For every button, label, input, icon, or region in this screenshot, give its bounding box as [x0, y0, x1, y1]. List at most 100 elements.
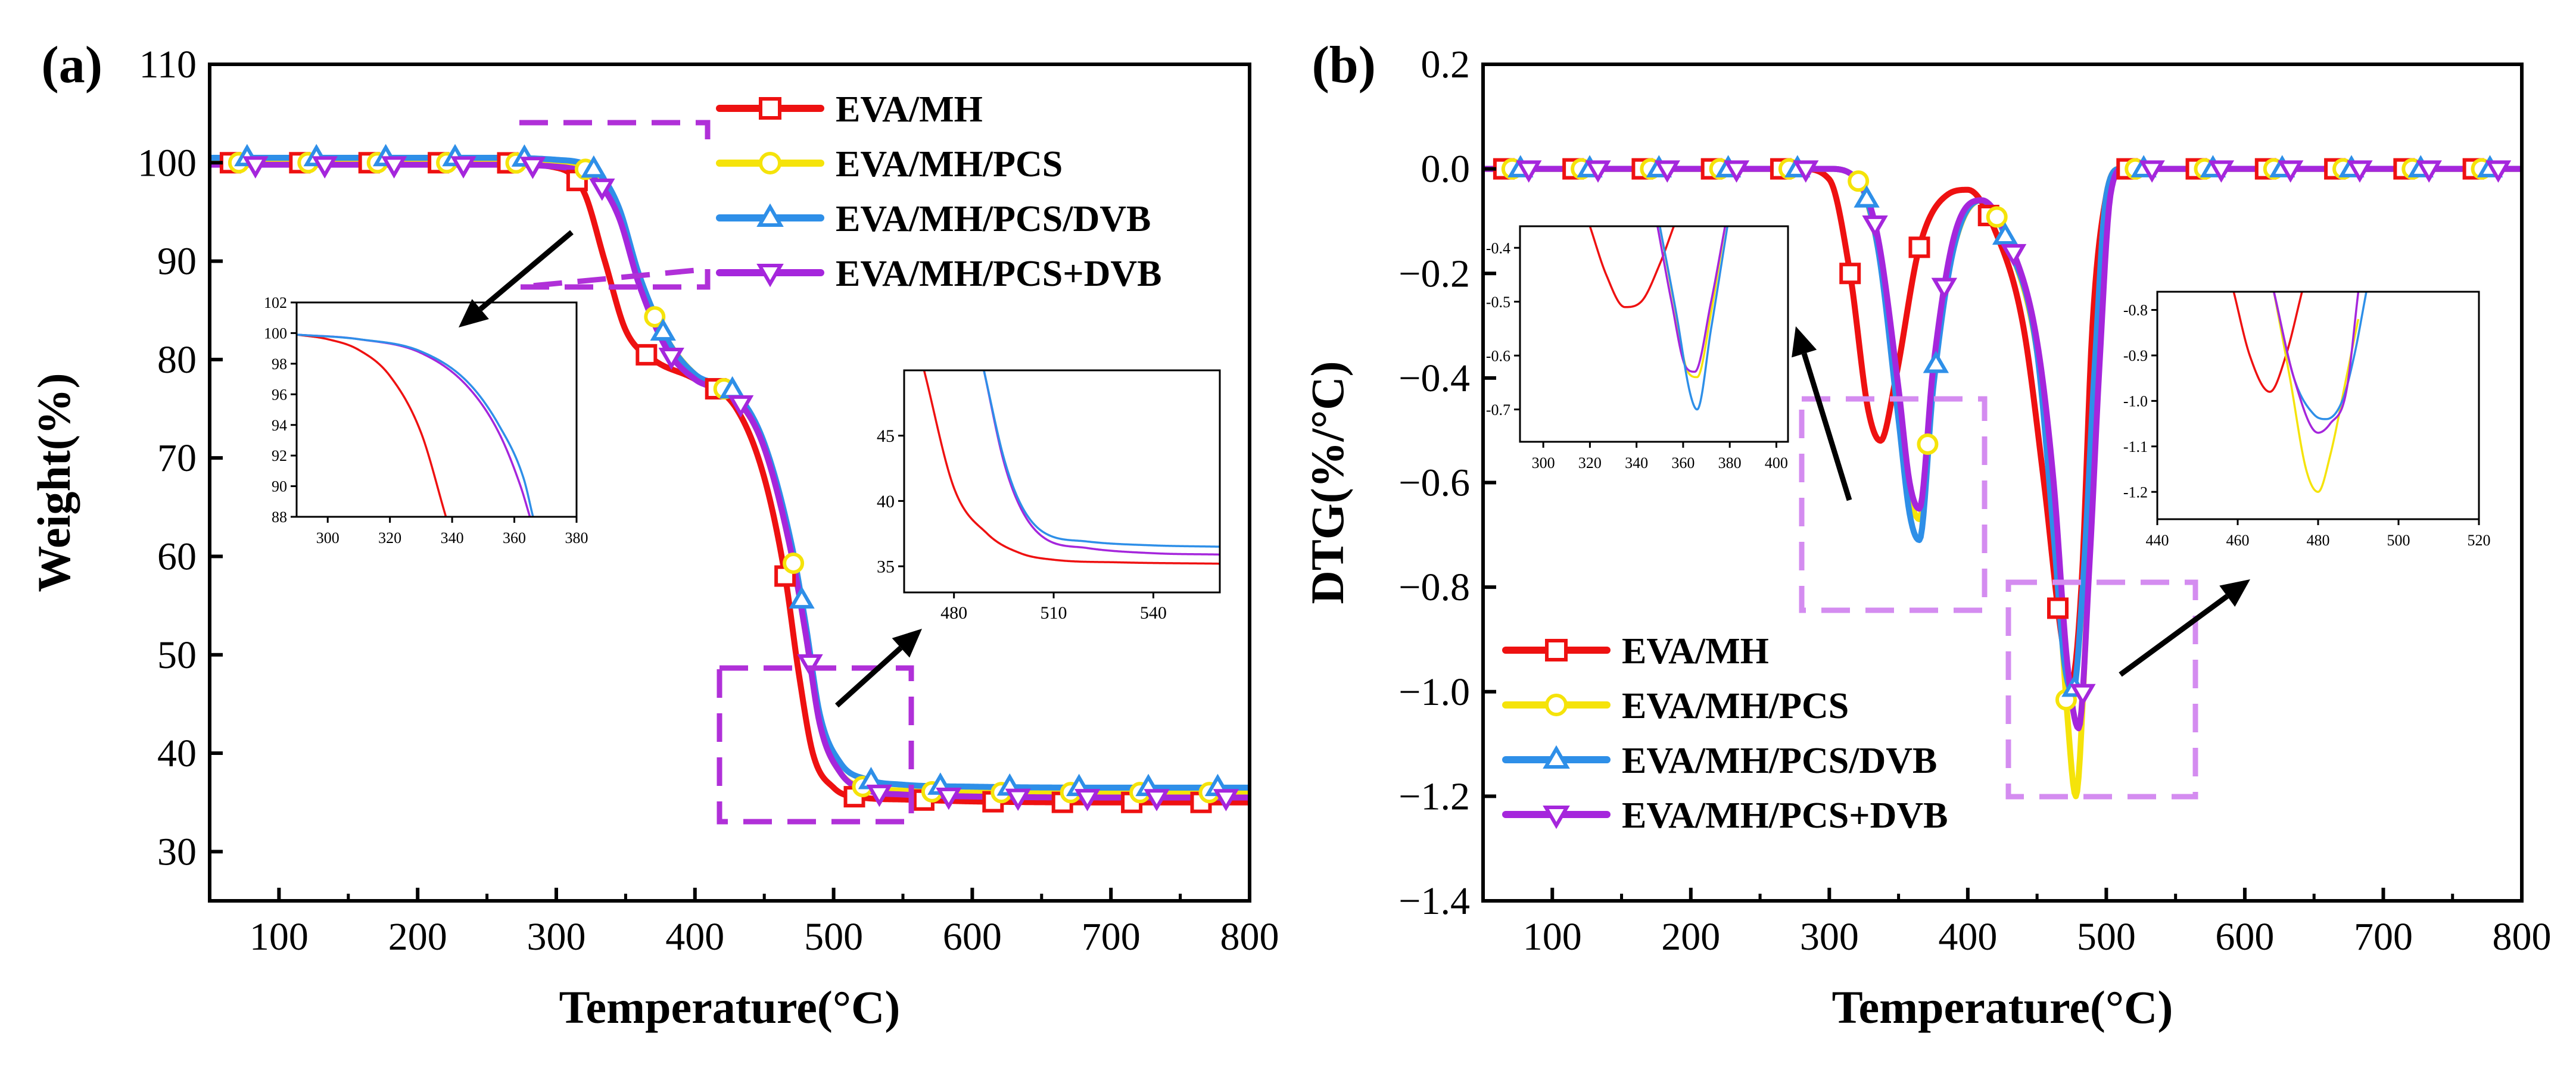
legend-marker-eva-mh-pcs-dvb	[1543, 745, 1570, 769]
arrow-to-inset-1	[459, 230, 574, 327]
inset-line-eva-mh	[1588, 226, 1675, 308]
inset-line-eva-mh-pcs-dvb	[983, 370, 1220, 556]
inset-x-tick-label: 460	[2226, 532, 2250, 549]
inset-line-eva-mh	[2232, 292, 2303, 393]
inset-frame	[295, 301, 578, 518]
y-tick-label: 0.0	[1421, 148, 1471, 191]
data-point	[589, 178, 615, 201]
data-point	[783, 552, 805, 574]
x-axis: 100 200 300 400 500 600 700 800	[250, 888, 1279, 959]
legend: EVA/MH EVA/MH/PCS EVA/MH/PCS/DVB EVA/MH/PCS…	[716, 89, 1161, 294]
y-tick-label: 90	[157, 240, 197, 283]
data-point	[1923, 350, 1949, 373]
inset-frame	[903, 369, 1221, 594]
data-point	[789, 586, 815, 609]
y-tick-label: 0.2	[1421, 43, 1471, 86]
data-point	[1839, 263, 1861, 285]
legend-label-eva-mh: EVA/MH	[836, 89, 983, 130]
legend-label-eva-mh: EVA/MH	[1622, 631, 1769, 672]
y-axis-label: DTG(%/°C)	[1301, 361, 1353, 604]
data-point	[1908, 236, 1930, 258]
legend-label-eva-mh-pcs: EVA/MH/PCS	[1622, 686, 1849, 726]
zoom-box-2	[717, 665, 914, 825]
inset-y-tick-label: -1.0	[2123, 392, 2148, 410]
data-point	[1723, 160, 1750, 183]
y-tick-label: 30	[157, 830, 197, 873]
inset-b-inset-1: 300 320 340 360 380 400 -0.7 -0.6 -0.5 -0.4	[1486, 225, 1789, 472]
inset-background	[1520, 226, 1788, 442]
legend-marker-eva-mh-pcs	[1545, 694, 1568, 716]
y-tick-label: −0.6	[1398, 461, 1470, 505]
x-axis-label: Temperature(°C)	[1832, 981, 2173, 1033]
data-point	[644, 306, 666, 328]
inset-y-tick-label: -0.8	[2123, 302, 2148, 319]
inset-y-tick-label: 102	[264, 294, 287, 311]
y-tick-label: −1.4	[1398, 879, 1470, 923]
arrow-head	[1792, 326, 1817, 358]
inset-b-inset-2: 440 460 480 500 520 -1.2 -1.1 -1.0 -0.9 -0.8	[2123, 291, 2491, 549]
inset-frame	[1519, 225, 1789, 443]
inset-series-group	[1588, 226, 1728, 411]
arrow-shaft	[834, 645, 903, 708]
y-tick-label: 100	[138, 141, 197, 185]
arrow-to-inset-2	[834, 629, 922, 708]
arrow-to-inset-1	[1792, 326, 1852, 501]
data-point	[2485, 160, 2512, 183]
data-point	[1992, 222, 2019, 245]
data-point	[2047, 597, 2069, 619]
y-tick-label: −0.4	[1398, 357, 1470, 400]
inset-x-tick-label: 480	[940, 603, 967, 623]
legend-label-eva-mh-pcs-dvb: EVA/MH/PCS+DVB	[836, 254, 1161, 294]
legend-marker-eva-mh-pcs-dvb	[1543, 806, 1570, 829]
inset-background	[2157, 292, 2479, 519]
data-point	[1793, 160, 1819, 183]
legend: EVA/MH EVA/MH/PCS EVA/MH/PCS/DVB EVA/MH/PCS…	[1502, 631, 1948, 836]
inset-series-group	[923, 370, 1220, 565]
inset-line-eva-mh-pcs-dvb	[1656, 226, 1727, 373]
inset-a-inset-1: 300 320 340 360 380 88 90 92 94 96 98 100 102	[264, 294, 588, 547]
panel-label: (b)	[1312, 36, 1376, 94]
inset-y-tick-label: 100	[264, 325, 287, 342]
x-tick-label: 200	[1661, 915, 1720, 959]
panel-label: (a)	[41, 36, 102, 94]
x-tick-label: 700	[1082, 915, 1141, 959]
data-point	[727, 395, 754, 418]
y-tick-label: −1.2	[1398, 775, 1470, 818]
data-point	[636, 344, 658, 366]
legend-marker-eva-mh-pcs-dvb	[756, 203, 784, 227]
inset-line-eva-mh-pcs-dvb	[983, 370, 1220, 548]
y-axis: −1.4 −1.2 −1.0 −0.8 −0.6 −0.4 −0.2 0.0 0.2	[1398, 43, 1496, 923]
inset-y-tick-label: 98	[272, 355, 287, 373]
zoom-box-1	[519, 120, 711, 290]
inset-x-tick-label: 340	[441, 529, 464, 547]
series-group	[210, 143, 1250, 813]
legend-marker-eva-mh-pcs-dvb	[756, 264, 784, 288]
y-tick-label: −0.2	[1398, 252, 1470, 295]
arrow-shaft	[478, 230, 574, 311]
data-point	[936, 787, 962, 810]
inset-x-tick-label: 360	[503, 529, 526, 547]
legend-label-eva-mh-pcs-dvb: EVA/MH/PCS+DVB	[1622, 795, 1948, 836]
series-group	[1483, 155, 2522, 800]
inset-x-tick-label: 300	[1532, 454, 1555, 472]
inset-x-tick-label: 540	[1140, 603, 1167, 623]
data-point	[2277, 160, 2304, 183]
y-tick-label: −1.0	[1398, 670, 1470, 714]
y-tick-label: 50	[157, 634, 197, 677]
inset-x-tick-label: 400	[1765, 454, 1788, 472]
data-point	[450, 156, 476, 179]
data-point	[242, 156, 269, 179]
data-point	[1213, 789, 1239, 812]
data-point	[658, 347, 684, 370]
y-tick-label: 40	[157, 732, 197, 775]
inset-y-tick-label: 35	[877, 557, 895, 577]
data-point	[1917, 433, 1939, 455]
inset-y-tick-label: 96	[272, 386, 287, 403]
data-point	[1986, 206, 2008, 228]
inset-x-tick-label: 320	[378, 529, 401, 547]
data-point	[1854, 185, 1880, 208]
x-tick-label: 200	[388, 915, 447, 959]
panel-a: 100 200 300 400 500 600 700 800 30 40 50 60 70 80 90 10…	[28, 36, 1279, 1033]
inset-series-group	[297, 333, 534, 517]
